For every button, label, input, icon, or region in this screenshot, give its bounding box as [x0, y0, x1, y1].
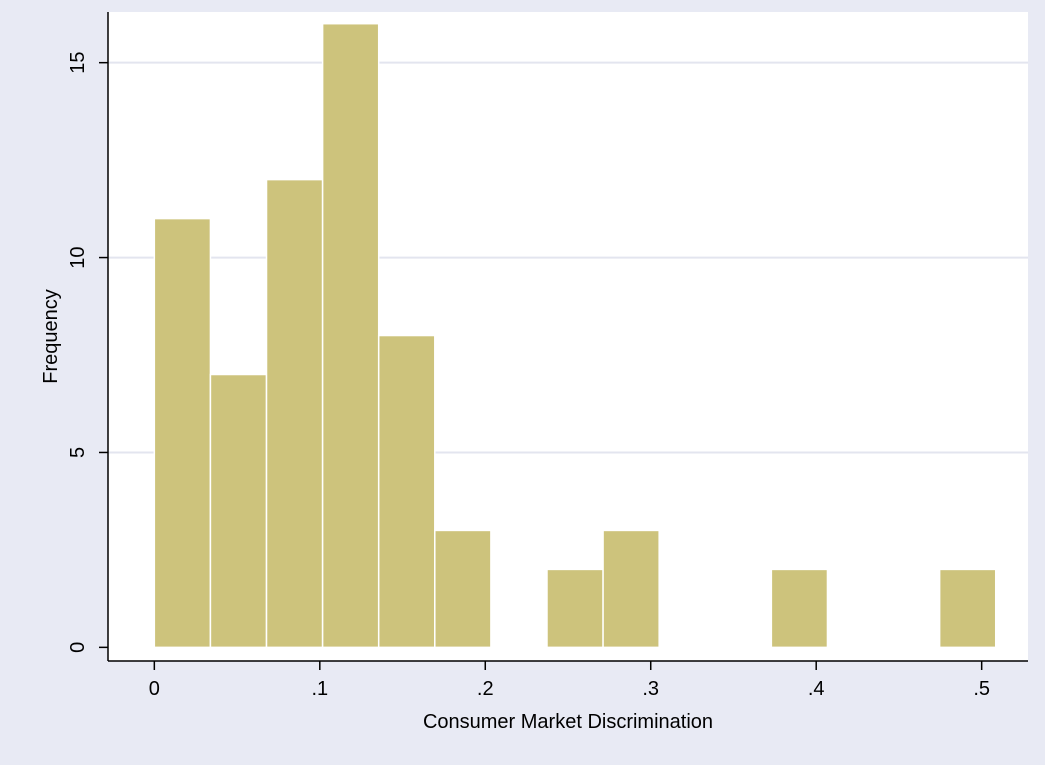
- y-tick-label: 10: [67, 246, 89, 268]
- x-tick-label: 0: [149, 678, 160, 700]
- axes: [99, 12, 1028, 670]
- histogram-bar: [321, 22, 380, 649]
- x-tick-label: .4: [808, 678, 825, 700]
- histogram-bar: [377, 334, 436, 649]
- x-tick-label: .2: [477, 678, 494, 700]
- histogram-bar: [602, 529, 660, 649]
- x-tick-label: .1: [311, 678, 328, 700]
- x-tick-label: .3: [642, 678, 659, 700]
- y-tick-label: 15: [67, 52, 89, 74]
- x-axis-title: Consumer Market Discrimination: [423, 711, 713, 733]
- y-tick-label: 0: [67, 642, 89, 653]
- histogram-bar: [938, 568, 997, 649]
- histogram-bar: [434, 529, 492, 649]
- histogram-bar: [546, 568, 604, 649]
- y-tick-label: 5: [67, 447, 89, 458]
- histogram-bar: [209, 373, 268, 649]
- histogram-bar: [265, 178, 324, 649]
- histogram-bars: [153, 22, 997, 649]
- histogram-bar: [770, 568, 829, 649]
- tick-labels: 0 5 10 15 0 .1 .2 .3 .4 .5: [67, 52, 990, 700]
- histogram-bar: [153, 217, 212, 649]
- y-axis-title: Frequency: [40, 289, 62, 384]
- x-tick-label: .5: [973, 678, 990, 700]
